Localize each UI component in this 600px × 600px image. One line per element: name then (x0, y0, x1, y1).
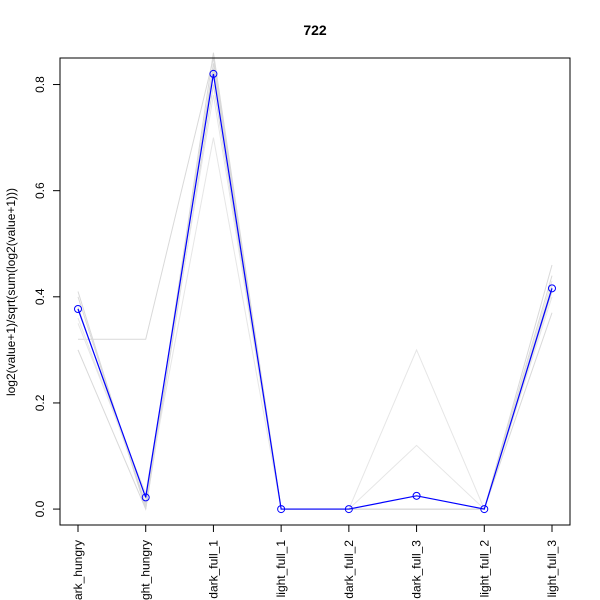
x-tick-label-light_full_3: light_full_3 (545, 540, 559, 598)
data-point-light_full_3 (548, 284, 556, 293)
background-series-line-0 (78, 57, 553, 510)
y-tick-label: 0.0 (33, 500, 47, 517)
x-tick-label-dark_full_1: dark_full_1 (206, 540, 220, 599)
background-series-group (77, 52, 553, 511)
x-tick-label-dark_full_3: dark_full_3 (410, 540, 424, 599)
y-axis-label: log2(value+1)/sqrt(sum(log2(value+1))) (4, 188, 18, 396)
x-tick-label-light_full_2: light_full_2 (477, 540, 491, 598)
x-axis: ark_hungry ght_hungry dark_full_1 light_ful… (71, 525, 559, 600)
chart-title: 722 (303, 22, 327, 38)
y-tick-label: 0.6 (33, 182, 47, 199)
plot-frame (59, 57, 571, 526)
y-tick-label: 0.8 (33, 76, 47, 93)
background-series-line-6 (77, 52, 553, 510)
data-point-dark_full_3 (412, 491, 421, 500)
series-line-0 (77, 73, 553, 510)
data-point-dark_full_2 (344, 505, 353, 514)
x-tick-label-light_full_1: light_full_1 (274, 540, 288, 598)
data-point-dark_full_1 (209, 69, 218, 78)
x-tick-label-dark_full_2: dark_full_2 (342, 540, 356, 599)
x-tick-label-light_hungry: ght_hungry (139, 540, 153, 600)
y-tick-label: 0.4 (33, 288, 47, 305)
background-series-line-5 (77, 95, 553, 510)
data-point-light_hungry (141, 493, 150, 502)
background-series-line-1 (77, 68, 553, 510)
data-point-dark_hungry (74, 305, 82, 314)
y-tick-label: 0.2 (33, 394, 47, 411)
y-axis: 0.0 0.2 0.4 0.6 0.8 (33, 76, 60, 517)
x-tick-label-dark_hungry: ark_hungry (71, 540, 85, 600)
background-series-line-3 (77, 63, 553, 510)
data-point-light_full_1 (277, 505, 286, 514)
data-point-light_full_2 (480, 505, 489, 514)
highlight-series-group (74, 69, 556, 514)
background-series-line-2 (77, 84, 553, 511)
